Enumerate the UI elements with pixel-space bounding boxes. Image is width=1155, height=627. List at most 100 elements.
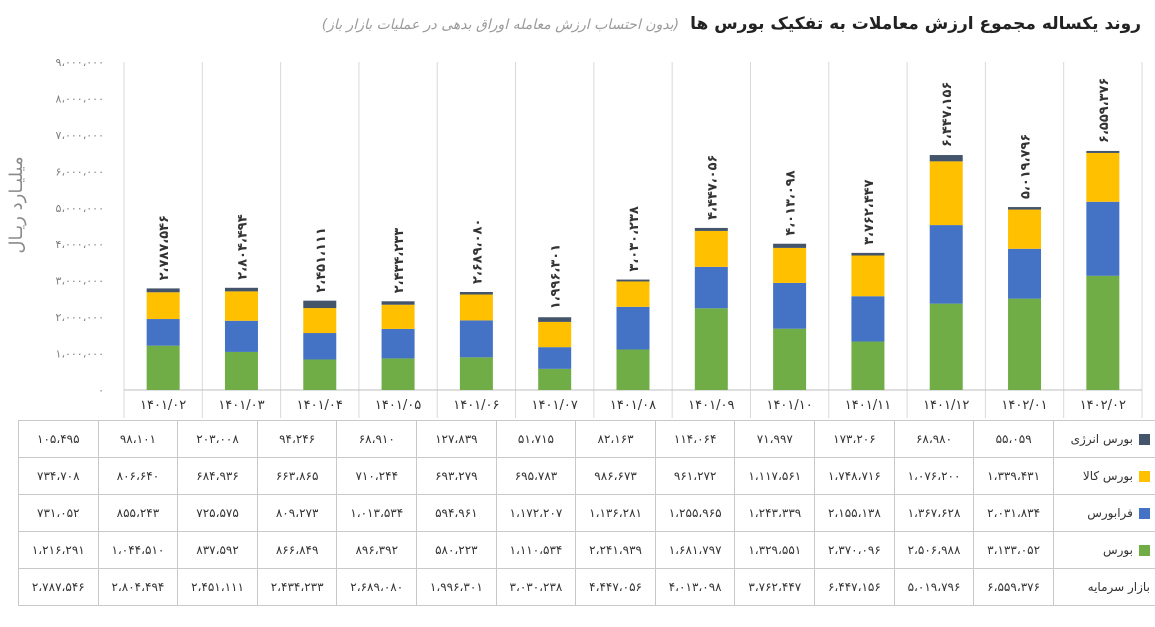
legend-label: بازار سرمایه <box>1087 580 1150 594</box>
table-row: ۷۳۱،۰۵۲ ۸۵۵،۲۴۳ ۷۲۵،۵۷۵ ۸۰۹،۲۷۳ ۱،۰۱۳،۵۳۴ ۵۹۴… <box>18 494 1155 532</box>
table-row-label: بازار سرمایه <box>1052 568 1155 606</box>
category-label: ۱۴۰۱/۱۲ <box>923 398 969 413</box>
table-cell: ۱،۳۲۹،۵۵۱ <box>734 531 816 569</box>
bar-segment <box>538 368 572 390</box>
category-label: ۱۴۰۲/۰۱ <box>1001 398 1047 413</box>
table-cell: ۵۱،۷۱۵ <box>495 420 577 458</box>
table-cell: ۱۰۵،۴۹۵ <box>18 420 99 458</box>
bar-segment <box>381 301 415 305</box>
y-tick-label: ۰ <box>98 384 104 397</box>
total-label: ۳،۷۶۲،۴۴۷ <box>862 179 877 244</box>
y-tick-label: ۳،۰۰۰،۰۰۰ <box>56 275 104 288</box>
chart-title: روند یکساله مجموع ارزش معاملات به تفکیک … <box>690 14 1141 34</box>
bar-segment <box>773 282 807 329</box>
table-row-label: فرابورس <box>1052 494 1155 532</box>
table-cell: ۱۱۴،۰۶۴ <box>654 420 736 458</box>
table-cell: ۲۰۳،۰۰۸ <box>177 420 258 458</box>
table-cell: ۸۵۵،۲۴۳ <box>97 494 179 532</box>
stacked-bar-chart: ۰ ۱،۰۰۰،۰۰۰ ۲،۰۰۰،۰۰۰ ۳،۰۰۰،۰۰۰ ۴،۰۰۰،۰۰۰ ۵،۰… <box>6 56 1143 418</box>
bar-segment <box>1008 207 1042 210</box>
bar-segment <box>459 291 493 295</box>
table-cell: ۱،۰۱۳،۵۳۴ <box>336 494 418 532</box>
bar-segment <box>616 349 650 390</box>
bar-segment <box>538 347 572 369</box>
legend-swatch <box>1138 545 1150 556</box>
bar-segment <box>303 359 337 390</box>
table-cell: ۲،۲۴۱،۹۳۹ <box>575 531 656 569</box>
table-cell: ۱،۱۷۲،۲۰۷ <box>495 494 577 532</box>
category-label: ۱۴۰۱/۰۹ <box>688 398 734 413</box>
table-cell: ۱،۲۱۶،۲۹۱ <box>18 531 99 569</box>
y-tick-label: ۶،۰۰۰،۰۰۰ <box>56 165 104 178</box>
table-cell: ۲،۴۳۴،۲۳۳ <box>256 568 338 606</box>
category-label: ۱۴۰۱/۰۸ <box>610 398 656 413</box>
table-cell: ۹۴،۲۴۶ <box>256 420 338 458</box>
table-cell: ۶۸۴،۹۳۶ <box>177 457 258 495</box>
bar-segment <box>1086 152 1120 202</box>
table-cell: ۴،۰۱۳،۰۹۸ <box>654 568 736 606</box>
table-cell: ۲،۰۳۱،۸۳۴ <box>973 494 1054 532</box>
table-cell: ۱،۱۱۰،۵۳۴ <box>495 531 577 569</box>
bar-segment <box>616 281 650 307</box>
total-label: ۶،۴۴۷،۱۵۶ <box>940 82 955 147</box>
bar-segment <box>459 294 493 321</box>
bar-segment <box>616 306 650 350</box>
bar-segment <box>381 304 415 329</box>
table-cell: ۱،۳۳۹،۴۳۱ <box>973 457 1054 495</box>
y-axis-label: میلیـارد ریـال <box>6 156 27 253</box>
bar-segment <box>773 328 807 390</box>
legend-swatch <box>1138 471 1150 482</box>
bar-segment <box>1008 298 1042 390</box>
total-label: ۱،۹۹۶،۳۰۱ <box>549 244 564 309</box>
bar-segment <box>303 308 337 334</box>
table-cell: ۱،۲۵۵،۹۶۵ <box>654 494 736 532</box>
table-cell: ۵۵،۰۵۹ <box>973 420 1054 458</box>
bar-segment <box>929 161 963 226</box>
bar-segment <box>1086 150 1120 153</box>
table-cell: ۷۱۰،۲۴۴ <box>336 457 418 495</box>
y-tick-label: ۹،۰۰۰،۰۰۰ <box>56 56 104 69</box>
total-label: ۶،۵۵۹،۳۷۶ <box>1097 78 1112 143</box>
table-row: ۱،۲۱۶،۲۹۱ ۱،۰۴۴،۵۱۰ ۸۳۷،۵۹۲ ۸۶۶،۸۴۹ ۸۹۶،۳۹۲ ۵… <box>18 531 1155 569</box>
y-tick-label: ۸،۰۰۰،۰۰۰ <box>56 92 104 105</box>
table-cell: ۲،۸۰۴،۴۹۴ <box>97 568 179 606</box>
bar-segment <box>459 357 493 390</box>
table-cell: ۵۸۰،۲۲۳ <box>416 531 497 569</box>
bar-segment <box>303 300 337 309</box>
bar-segment <box>538 321 572 348</box>
table-cell: ۹۶۱،۲۷۲ <box>654 457 736 495</box>
table-cell: ۱،۶۸۱،۷۹۷ <box>654 531 736 569</box>
table-cell: ۶۸،۹۸۰ <box>893 420 975 458</box>
bar-segment <box>1086 201 1120 276</box>
bar-segment <box>694 230 728 267</box>
table-row-label: بورس <box>1052 531 1155 569</box>
bar-segment <box>303 333 337 360</box>
total-label: ۴،۴۴۷،۰۵۶ <box>705 155 720 220</box>
table-row: ۱۰۵،۴۹۵ ۹۸،۱۰۱ ۲۰۳،۰۰۸ ۹۴،۲۴۶ ۶۸،۹۱۰ ۱۲۷،۸۳۹ ۵… <box>18 420 1155 458</box>
bar-segment <box>929 303 963 390</box>
table-cell: ۹۸،۱۰۱ <box>97 420 179 458</box>
bar-segment <box>1008 248 1042 299</box>
legend-label: بورس کالا <box>1082 469 1133 483</box>
table-row-label: بورس انرژی <box>1052 420 1155 458</box>
table-cell: ۱،۹۹۶،۳۰۱ <box>416 568 497 606</box>
legend-swatch <box>1138 434 1150 445</box>
total-label: ۲،۴۳۴،۲۳۳ <box>392 228 407 293</box>
category-label: ۱۴۰۱/۰۷ <box>532 398 578 413</box>
bar-segment <box>1086 275 1120 390</box>
table-cell: ۱،۱۱۷،۵۶۱ <box>734 457 816 495</box>
bar-segment <box>224 287 258 292</box>
table-cell: ۳،۰۳۰،۲۳۸ <box>495 568 577 606</box>
y-tick-label: ۴،۰۰۰،۰۰۰ <box>56 238 104 251</box>
table-cell: ۳،۷۶۲،۴۴۷ <box>734 568 816 606</box>
table-cell: ۸۹۶،۳۹۲ <box>336 531 418 569</box>
y-tick-label: ۷،۰۰۰،۰۰۰ <box>56 129 104 142</box>
bar-segment <box>851 296 885 342</box>
bar-segment <box>851 252 885 256</box>
table-cell: ۲،۵۰۶،۹۸۸ <box>893 531 975 569</box>
table-cell: ۶۸،۹۱۰ <box>336 420 418 458</box>
table-cell: ۸۶۶،۸۴۹ <box>256 531 338 569</box>
table-cell: ۱،۰۷۶،۲۰۰ <box>893 457 975 495</box>
table-cell: ۸۰۹،۲۷۳ <box>256 494 338 532</box>
table-cell: ۷۲۵،۵۷۵ <box>177 494 258 532</box>
